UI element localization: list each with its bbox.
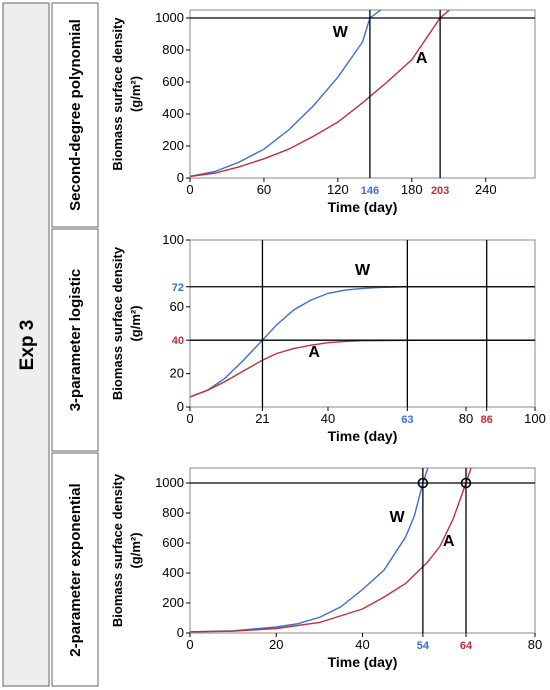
row-label-panel-3 [51,452,99,687]
row-label-panel-1 [51,2,99,228]
series-label-A: A [308,344,320,361]
y-tick-label: 60 [170,299,184,314]
x-tick-label: 40 [321,411,335,426]
x-tick-label: 0 [186,411,193,426]
plot-frame [189,9,536,179]
y-tick-label: 20 [170,366,184,381]
y-axis-label: Biomass surface density [110,473,125,627]
series-label-W: W [333,24,349,41]
y-tick-label: 0 [177,399,184,414]
x-tick-label: 21 [255,411,269,426]
x-tick-label: 54 [417,640,430,652]
y-axis-unit: (g/m²) [128,76,143,112]
row-label-1: Second-degree polynomial [67,19,84,211]
crossing-marker [417,477,429,489]
series-line-A [190,468,472,633]
y-tick-label: 200 [162,595,184,610]
y-axis-label: Biomass surface density [110,246,125,400]
y-tick-label: 0 [177,170,184,185]
y-tick-label: 1000 [155,475,184,490]
x-tick-label: 60 [257,182,271,197]
series-line-W [190,468,429,633]
x-axis-label: Time (day) [328,654,398,670]
x-tick-label: 40 [355,637,369,652]
y-axis-label: Biomass surface density [110,17,125,171]
x-tick-label: 100 [524,411,546,426]
crossing-marker [460,477,472,489]
y-tick-label: 1000 [155,10,184,25]
y-tick-label: 0 [177,625,184,640]
x-tick-label: 80 [528,637,542,652]
vline-label: 203 [431,185,449,197]
y-tick-label: 100 [162,232,184,247]
y-tick-label: 400 [162,106,184,121]
y-tick-label: 600 [162,74,184,89]
y-tick-label: 800 [162,505,184,520]
plot-frame [189,239,536,408]
series-line-W [190,10,382,178]
experiment-label: Exp 3 [17,320,38,371]
vline-label: 146 [361,185,379,197]
x-tick-label: 86 [481,414,493,426]
x-tick-label: 180 [401,182,423,197]
y-tick-label: 400 [162,565,184,580]
series-label-W: W [355,262,371,279]
x-tick-label: 0 [186,182,193,197]
series-label-W: W [389,509,405,526]
series-label-A: A [443,533,455,550]
x-tick-label: 240 [475,182,497,197]
x-tick-label: 80 [459,411,473,426]
y-tick-label: 72 [172,282,184,294]
x-tick-label: 20 [269,637,283,652]
row-label-2: 3-parameter logistic [67,269,84,412]
y-tick-label: 200 [162,138,184,153]
experiment-panel [2,2,50,687]
x-axis-label: Time (day) [328,199,398,215]
y-tick-label: 800 [162,42,184,57]
x-tick-label: 0 [186,637,193,652]
y-tick-label: 40 [172,335,184,347]
y-tick-label: 600 [162,535,184,550]
x-tick-label: 63 [401,414,413,426]
series-line-A [190,10,451,178]
y-axis-unit: (g/m²) [128,532,143,568]
row-label-panel-2 [51,228,99,452]
series-label-A: A [416,50,428,67]
x-tick-label: 64 [460,640,473,652]
x-tick-label: 120 [327,182,349,197]
y-axis-unit: (g/m²) [128,305,143,341]
x-axis-label: Time (day) [328,428,398,444]
row-label-3: 2-parameter exponential [67,483,84,656]
